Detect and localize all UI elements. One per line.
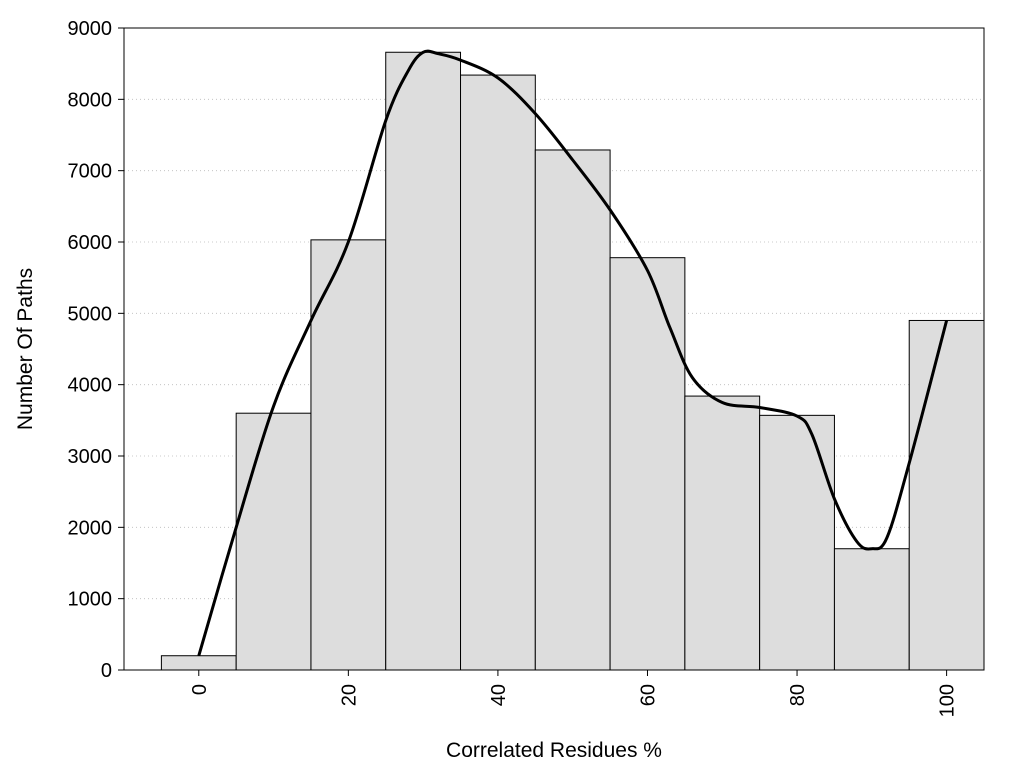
bar xyxy=(460,74,536,671)
y-tick-label: 7000 xyxy=(68,161,113,183)
y-tick-label: 9000 xyxy=(68,18,113,40)
y-tick-label: 1000 xyxy=(68,589,113,611)
y-tick-label: 3000 xyxy=(68,446,113,468)
bar xyxy=(235,412,312,671)
x-axis-ticks: 0 20 40 60 80 100 xyxy=(189,670,959,717)
bars xyxy=(160,51,985,671)
y-tick-label: 6000 xyxy=(68,232,113,254)
bar xyxy=(385,51,462,671)
y-axis-ticks: 0 1000 2000 3000 4000 5000 6000 7000 8000 9000 xyxy=(68,18,124,682)
y-tick-label: 2000 xyxy=(68,517,113,539)
x-tick-label: 0 xyxy=(189,684,211,695)
bar xyxy=(684,395,761,671)
x-tick-label: 20 xyxy=(338,684,360,706)
bar xyxy=(759,414,835,671)
bar xyxy=(609,257,686,671)
y-tick-label: 0 xyxy=(101,660,112,682)
x-tick-label: 80 xyxy=(787,684,809,706)
y-axis-label: Number Of Paths xyxy=(14,268,37,430)
plot-frame xyxy=(123,27,985,671)
y-tick-label: 8000 xyxy=(68,89,113,111)
bar xyxy=(310,239,387,671)
bar xyxy=(534,149,611,671)
bar xyxy=(160,655,237,671)
x-tick-label: 60 xyxy=(637,684,659,706)
bar xyxy=(908,319,985,671)
y-tick-label: 5000 xyxy=(68,303,113,325)
x-tick-label: 100 xyxy=(937,684,959,717)
x-tick-label: 40 xyxy=(488,684,510,706)
bar xyxy=(833,548,910,671)
y-tick-label: 4000 xyxy=(68,375,113,397)
x-axis-label: Correlated Residues % xyxy=(446,739,662,762)
density-curve xyxy=(197,49,949,657)
